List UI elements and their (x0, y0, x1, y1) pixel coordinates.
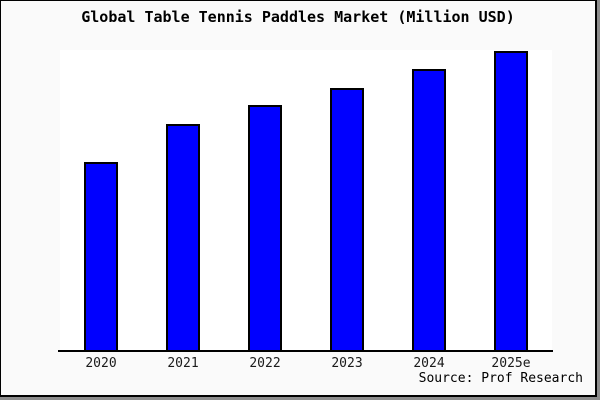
bar-2025e (494, 50, 528, 350)
x-tick-label-2024: 2024 (413, 356, 445, 371)
bar-column-2023 (306, 50, 388, 350)
bar-column-2021 (142, 50, 224, 350)
plot-area (58, 50, 553, 352)
x-tick-label-2021: 2021 (167, 356, 199, 371)
x-tick-label-2022: 2022 (249, 356, 281, 371)
bar-column-2024 (388, 50, 470, 350)
bar-column-2020 (60, 50, 142, 350)
x-axis-line (58, 350, 553, 352)
chart-title: Global Table Tennis Paddles Market (Mill… (81, 8, 515, 26)
bar-column-2022 (224, 50, 306, 350)
source-credit: Source: Prof Research (418, 371, 583, 386)
x-tick-label-2023: 2023 (331, 356, 363, 371)
x-axis-labels: 2020 2021 2022 2023 2024 2025e (60, 356, 552, 371)
bar-column-2025e (470, 50, 552, 350)
x-tick-label-2025e: 2025e (491, 356, 531, 371)
bar-2024 (412, 68, 446, 350)
bar-2022 (248, 104, 282, 350)
bar-2023 (330, 88, 364, 350)
bar-2021 (166, 124, 200, 350)
x-tick-label-2020: 2020 (85, 356, 117, 371)
bar-2020 (84, 161, 118, 350)
